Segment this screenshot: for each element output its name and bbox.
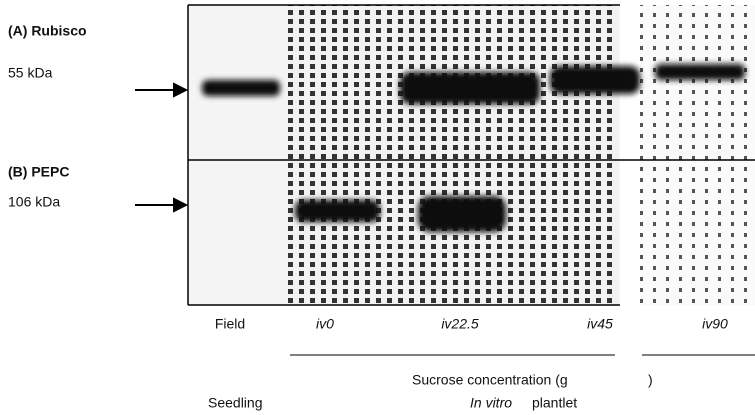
lane-label: iv45 bbox=[587, 316, 613, 332]
blot-texture bbox=[640, 5, 755, 305]
panel-title: (B) PEPC bbox=[8, 164, 69, 180]
arrow-head bbox=[173, 197, 189, 213]
band bbox=[295, 200, 380, 222]
panel-gap bbox=[620, 5, 640, 305]
band bbox=[400, 72, 540, 104]
caption: Sucrose concentration (g bbox=[412, 372, 568, 388]
group-label: In vitro bbox=[470, 395, 512, 411]
arrow-head bbox=[173, 82, 189, 98]
protein-size: 106 kDa bbox=[8, 194, 60, 210]
band bbox=[655, 64, 745, 80]
group-label: Seedling bbox=[208, 395, 263, 411]
lane-label: Field bbox=[215, 316, 245, 332]
caption: ) bbox=[648, 372, 653, 388]
blot-texture bbox=[288, 5, 618, 305]
protein-size: 55 kDa bbox=[8, 65, 53, 81]
band bbox=[418, 196, 506, 232]
band bbox=[550, 66, 640, 94]
band bbox=[202, 80, 280, 96]
lane-label: iv90 bbox=[702, 316, 728, 332]
lane-label: iv0 bbox=[316, 316, 334, 332]
panel-title: (A) Rubisco bbox=[8, 23, 87, 39]
lane-label: iv22.5 bbox=[441, 316, 479, 332]
group-label: plantlet bbox=[532, 395, 577, 411]
